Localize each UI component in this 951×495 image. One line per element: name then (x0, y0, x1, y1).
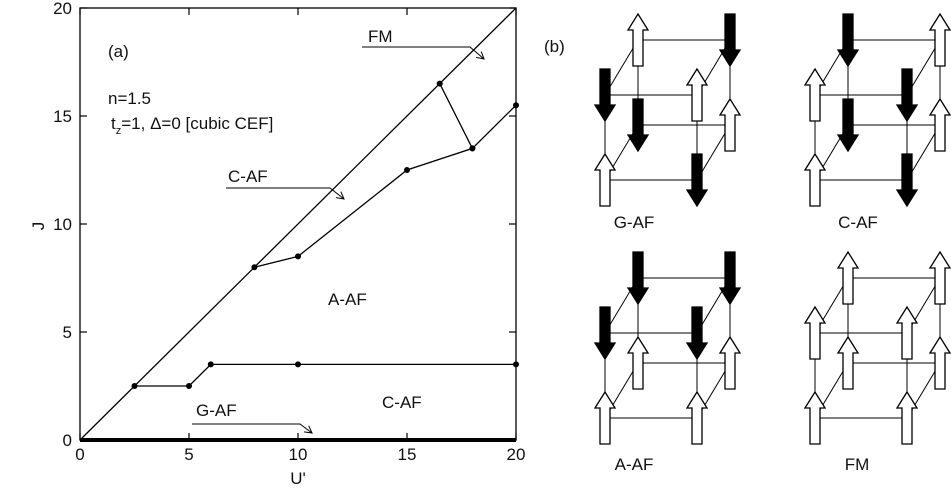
spin-down-arrow (685, 153, 709, 208)
boundary-point (295, 253, 301, 260)
spin-up-arrow (895, 305, 919, 360)
spin-up-arrow (803, 305, 827, 360)
config-label: FM (845, 455, 870, 474)
spin-down-arrow (593, 68, 617, 123)
spin-up-arrow (593, 390, 617, 445)
config-label: A-AF (615, 455, 654, 474)
boundary-point (404, 167, 410, 173)
config-label: G-AF (614, 213, 655, 232)
config-label: C-AF (838, 213, 878, 232)
arrow-head (304, 425, 313, 434)
spin-up-arrow (895, 390, 919, 445)
spin-up-arrow (718, 97, 742, 152)
spin-up-arrow (626, 335, 650, 390)
spin-down-arrow (718, 251, 742, 306)
spin-up-arrow (928, 335, 951, 390)
panel-label: (b) (544, 37, 565, 56)
annotation: A-AF (328, 290, 367, 309)
annotation: (a) (108, 42, 129, 61)
spin-up-arrow (836, 250, 860, 305)
spin-up-arrow (928, 97, 951, 152)
param-subscript: z (116, 125, 122, 137)
x-tick-label: 15 (398, 445, 417, 464)
boundary-point (131, 383, 138, 389)
spin-up-arrow (803, 152, 827, 207)
x-axis-label: U' (290, 469, 306, 488)
spin-up-arrow (685, 390, 709, 445)
x-tick-label: 10 (289, 445, 308, 464)
spin-up-arrow (928, 12, 951, 67)
annotation-arrow (226, 187, 345, 200)
y-tick-label: 0 (63, 431, 72, 450)
annotation: C-AF (228, 167, 268, 186)
spin-up-arrow (718, 335, 742, 390)
boundary-point (513, 102, 519, 109)
spin-up-arrow (626, 12, 650, 67)
arrow-head (336, 191, 345, 200)
x-tick-label: 0 (75, 445, 84, 464)
annotation: FM (368, 27, 393, 46)
spin-up-arrow (685, 67, 709, 122)
spin-down-arrow (626, 98, 650, 153)
y-tick-label: 15 (53, 107, 72, 126)
boundary-line (134, 363, 516, 387)
boundary-point (207, 361, 214, 368)
annotation: C-AF (382, 393, 422, 412)
spin-down-arrow (836, 13, 860, 68)
boundary-point (436, 80, 443, 87)
y-axis-label: J (29, 222, 48, 231)
boundary-point (513, 361, 519, 368)
annotation-arrow (362, 46, 485, 60)
boundary-point (186, 383, 192, 389)
annotation: G-AF (196, 401, 237, 420)
boundary-point (469, 145, 476, 152)
spin-down-arrow (626, 251, 650, 306)
boundary-line (439, 83, 473, 149)
arrow-head (476, 51, 485, 60)
param-rest: =1, Δ=0 [cubic CEF] (121, 114, 273, 133)
y-tick-label: 5 (63, 323, 72, 342)
spin-down-arrow (836, 98, 860, 153)
y-tick-label: 10 (53, 215, 72, 234)
spin-down-arrow (895, 153, 919, 208)
param-text: tz=1, Δ=0 [cubic CEF] (111, 114, 273, 137)
spin-up-arrow (803, 67, 827, 122)
x-tick-label: 20 (507, 445, 526, 464)
spin-up-arrow (836, 335, 860, 390)
boundary-point (295, 361, 301, 368)
param-symbol: t (111, 114, 116, 133)
spin-down-arrow (593, 306, 617, 361)
spin-up-arrow (928, 250, 951, 305)
boundary-line (254, 104, 517, 268)
spin-up-arrow (803, 390, 827, 445)
annotation: n=1.5 (108, 89, 151, 108)
y-tick-label: 20 (53, 0, 72, 18)
spin-down-arrow (895, 68, 919, 123)
spin-down-arrow (685, 306, 709, 361)
boundary-point (251, 264, 258, 271)
annotation-arrow (192, 423, 313, 434)
spin-down-arrow (718, 13, 742, 68)
spin-up-arrow (593, 152, 617, 207)
x-tick-label: 5 (184, 445, 193, 464)
boundary-line (79, 7, 517, 441)
